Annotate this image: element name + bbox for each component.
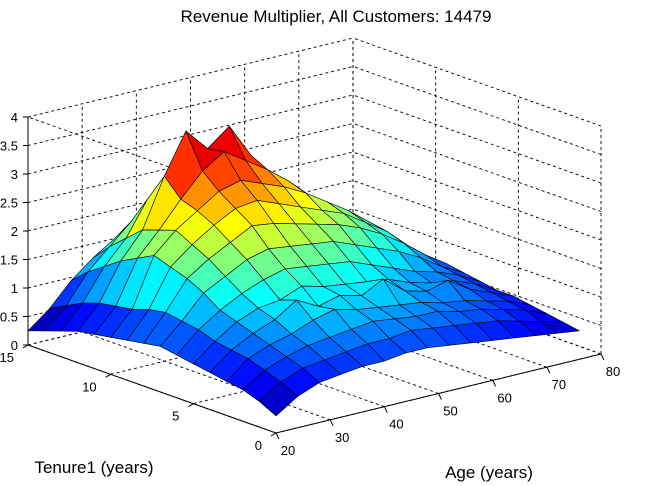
x-tick-label: 80 <box>606 364 620 379</box>
floor-gridline <box>190 305 439 394</box>
back-wall-gridline <box>27 66 354 146</box>
side-wall-gridline <box>352 37 602 127</box>
y-tick-label: 5 <box>172 409 179 424</box>
y-axis-line <box>27 344 277 434</box>
back-wall-gridline <box>27 94 354 175</box>
x-axis-label: Age (years) <box>445 463 533 482</box>
side-wall-gridline <box>352 94 602 184</box>
x-tick-label: 50 <box>443 404 457 419</box>
z-tick-label: 2 <box>11 224 18 239</box>
x-tick-label: 70 <box>552 377 566 392</box>
x-tick-label: 30 <box>335 430 349 445</box>
y-tick-label: 0 <box>255 438 262 453</box>
surface-patch <box>259 381 299 417</box>
z-tick-label: 0 <box>11 338 18 353</box>
x-tick-label: 20 <box>281 443 295 458</box>
z-tick-label: 3.5 <box>0 139 18 154</box>
floor-gridline <box>136 318 385 408</box>
z-tick-label: 1.5 <box>0 253 18 268</box>
x-tick-mark <box>383 406 388 413</box>
x-tick-mark <box>600 353 605 361</box>
side-wall-gridline <box>352 151 602 241</box>
z-tick-label: 3 <box>11 167 18 182</box>
floor-gridline <box>82 331 331 421</box>
z-tick-label: 4 <box>11 110 18 125</box>
floor-gridline <box>298 278 547 368</box>
surface-plot <box>27 125 580 417</box>
x-tick-mark <box>329 419 334 427</box>
side-wall-gridline <box>352 237 602 326</box>
y-axis-label: Tenure1 (years) <box>34 458 153 477</box>
y-tick-label: 10 <box>82 379 96 394</box>
floor-gridline <box>244 291 493 381</box>
x-tick-mark <box>492 380 497 387</box>
y-tick-label: 15 <box>0 350 14 365</box>
side-wall-gridline <box>352 208 602 298</box>
chart-title: Revenue Multiplier, All Customers: 14479 <box>181 7 492 26</box>
x-tick-label: 60 <box>497 390 511 405</box>
y-tick-mark <box>188 403 194 408</box>
z-tick-label: 2.5 <box>0 196 18 211</box>
side-wall-gridline <box>352 180 602 269</box>
z-tick-label: 0.5 <box>0 310 18 325</box>
z-tick-label: 1 <box>11 281 18 296</box>
y-tick-mark <box>105 373 111 378</box>
back-wall-gridline <box>27 151 354 232</box>
back-wall-gridline <box>27 123 354 203</box>
side-wall-gridline <box>352 123 602 212</box>
side-wall-gridline <box>352 66 602 155</box>
x-tick-mark <box>546 366 551 374</box>
x-tick-label: 40 <box>389 417 403 432</box>
x-tick-mark <box>275 432 280 440</box>
x-tick-mark <box>438 393 442 400</box>
back-wall-gridline <box>27 37 354 118</box>
y-tick-mark <box>270 432 277 437</box>
side-wall-gridline <box>352 265 602 355</box>
